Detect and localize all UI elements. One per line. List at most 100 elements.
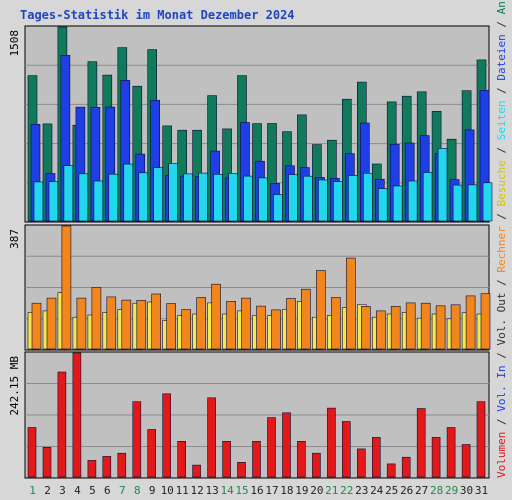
bar-seiten-day-15 [243,175,253,222]
bar-rechner-day-8 [136,300,147,350]
y-axis-max-label: 387 [8,229,21,249]
chart-title: Tages-Statistik im Monat Dezember 2024 [20,8,295,22]
bar-volumen-day-3 [57,371,67,478]
bar-volumen-day-1 [27,427,37,478]
bar-seiten-day-10 [168,163,178,222]
bar-rechner-day-19 [301,288,311,350]
day-label-12: 12 [190,484,203,497]
day-label-11: 11 [176,484,189,497]
day-label-13: 13 [205,484,218,497]
bar-rechner-day-27 [420,302,431,350]
bar-volumen-day-28 [431,437,441,478]
bar-rechner-day-30 [465,295,476,350]
day-label-26: 26 [400,484,413,497]
bar-rechner-day-24 [375,310,386,350]
bar-rechner-day-21 [331,297,341,350]
day-label-6: 6 [104,484,111,497]
bar-volumen-day-4 [72,352,82,478]
bar-volumen-day-26 [401,456,411,478]
bar-volumen-day-22 [341,421,351,478]
bar-seiten-day-1 [33,181,44,222]
bar-volumen-day-9 [147,429,156,478]
day-label-18: 18 [280,484,293,497]
bar-rechner-day-10 [166,303,176,350]
day-label-4: 4 [74,484,81,497]
bar-rechner-day-7 [121,299,132,350]
bar-seiten-day-21 [333,181,343,222]
day-label-30: 30 [460,484,473,497]
bar-rechner-day-14 [226,300,236,350]
bar-volumen-day-27 [416,408,426,478]
bar-volumen-day-5 [87,460,97,478]
bar-seiten-day-17 [273,194,283,222]
day-label-10: 10 [161,484,174,497]
bar-rechner-day-4 [76,297,87,350]
bar-rechner-day-15 [241,297,251,350]
legend-part-0: Volumen [495,432,508,478]
bar-volumen-day-10 [162,393,171,478]
day-label-7: 7 [119,484,126,497]
bar-rechner-day-6 [106,296,117,350]
bar-rechner-day-13 [211,283,221,350]
bar-volumen-day-7 [117,452,127,478]
bar-seiten-day-25 [392,185,403,222]
bar-seiten-day-3 [63,165,74,222]
bar-rechner-day-22 [345,257,356,350]
bar-seiten-day-19 [303,175,313,222]
legend-part-8: Besuche [495,160,508,206]
bar-seiten-day-13 [213,174,223,222]
bar-volumen-day-20 [312,452,321,478]
legend-part-10: Seiten [495,100,508,140]
bar-volumen-day-24 [371,437,381,478]
bar-seiten-day-7 [123,163,134,222]
day-label-3: 3 [59,484,66,497]
bar-seiten-day-9 [153,167,163,222]
day-label-1: 1 [29,484,36,497]
bar-seiten-day-22 [347,175,358,222]
day-label-2: 2 [44,484,51,497]
bar-volumen-day-30 [461,444,471,478]
legend-part-7: / [495,206,508,226]
bar-seiten-day-6 [108,173,119,222]
bar-rechner-day-28 [435,305,446,350]
bar-seiten-day-24 [377,188,388,222]
bar-rechner-day-12 [196,297,206,350]
bar-seiten-day-8 [138,172,149,222]
bar-rechner-day-17 [271,309,281,350]
day-label-25: 25 [385,484,398,497]
day-label-15: 15 [235,484,248,497]
legend-part-1: / [495,412,508,432]
day-label-28: 28 [430,484,443,497]
bar-volumen-day-23 [356,448,366,478]
bar-seiten-day-11 [183,173,193,222]
bar-rechner-day-31 [480,293,491,350]
day-label-16: 16 [250,484,263,497]
bar-volumen-day-13 [207,397,216,478]
legend-part-4: Vol. Out [495,293,508,346]
bar-rechner-day-29 [450,304,461,350]
bar-seiten-day-18 [288,174,298,222]
bar-volumen-day-19 [297,440,306,478]
legend-part-5: / [495,273,508,293]
bar-volumen-day-29 [446,427,456,478]
bar-seiten-day-16 [258,177,268,222]
bar-rechner-day-5 [91,286,102,350]
day-label-19: 19 [295,484,308,497]
bar-seiten-day-2 [48,181,59,222]
legend-part-12: Dateien [495,34,508,80]
legend-part-13: / [495,14,508,34]
bar-rechner-day-20 [316,270,326,350]
bar-volumen-day-17 [267,417,276,478]
bar-volumen-day-6 [102,456,112,478]
legend-part-11: / [495,81,508,101]
bar-volumen-day-14 [222,440,231,478]
bar-seiten-day-23 [362,173,373,222]
bar-seiten-day-20 [318,179,328,222]
bar-rechner-day-16 [256,305,266,350]
bar-seiten-day-29 [452,184,463,222]
bar-volumen-day-25 [386,463,396,478]
day-label-29: 29 [445,484,458,497]
bar-seiten-day-26 [407,180,418,222]
bar-volumen-day-21 [327,407,336,478]
